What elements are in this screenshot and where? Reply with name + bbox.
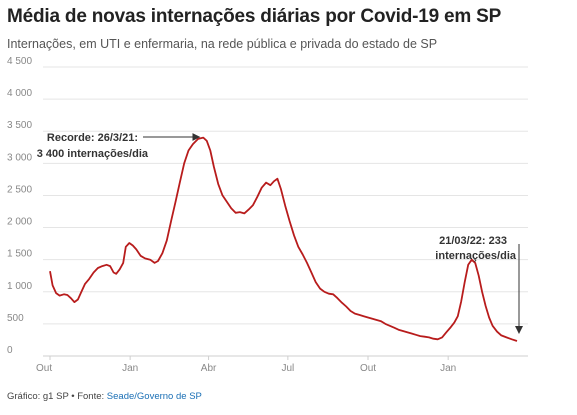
y-tick-label: 2 000	[7, 217, 32, 228]
annotation-last-line2: internações/dia	[435, 250, 517, 262]
annotation-last-line1: 21/03/22: 233	[439, 235, 507, 247]
footer: Gráfico: g1 SP • Fonte: Seade/Governo de…	[7, 391, 202, 402]
x-tick-label: Jan	[440, 363, 456, 374]
x-tick-label: Jan	[122, 363, 138, 374]
x-tick-label: Out	[360, 363, 376, 374]
y-tick-label: 1 000	[7, 281, 32, 292]
y-tick-label: 0	[7, 345, 13, 356]
x-tick-label: Abr	[201, 363, 217, 374]
y-tick-label: 4 000	[7, 88, 32, 99]
x-tick-label: Out	[36, 363, 52, 374]
y-tick-label: 4 500	[7, 56, 32, 67]
y-tick-label: 500	[7, 313, 24, 324]
annotations: Recorde: 26/3/21: 3 400 internações/dia 21…	[37, 132, 523, 335]
y-axis: 0 500 1 000 1 500 2 000 2 500 3 000 3 500 4 000 4…	[7, 56, 32, 356]
chart-title: Média de novas internações diárias por C…	[7, 6, 502, 27]
x-axis: Out Jan Abr Jul Out Jan	[36, 356, 456, 374]
chart-subtitle: Internações, em UTI e enfermaria, na red…	[7, 37, 438, 51]
annotation-peak-line2: 3 400 internações/dia	[37, 148, 149, 160]
y-tick-label: 3 500	[7, 120, 32, 131]
x-tick-label: Jul	[281, 363, 294, 374]
line-chart: 0 500 1 000 1 500 2 000 2 500 3 000 3 500 4 000 4…	[7, 56, 528, 374]
footer-credit: Gráfico: g1 SP • Fonte:	[7, 391, 107, 402]
y-tick-label: 3 000	[7, 152, 32, 163]
y-tick-label: 2 500	[7, 184, 32, 195]
gridlines	[43, 66, 528, 357]
annotation-peak-line1: Recorde: 26/3/21:	[47, 132, 138, 144]
y-tick-label: 1 500	[7, 249, 32, 260]
series-line	[49, 136, 518, 342]
source-link[interactable]: Seade/Governo de SP	[106, 391, 202, 402]
